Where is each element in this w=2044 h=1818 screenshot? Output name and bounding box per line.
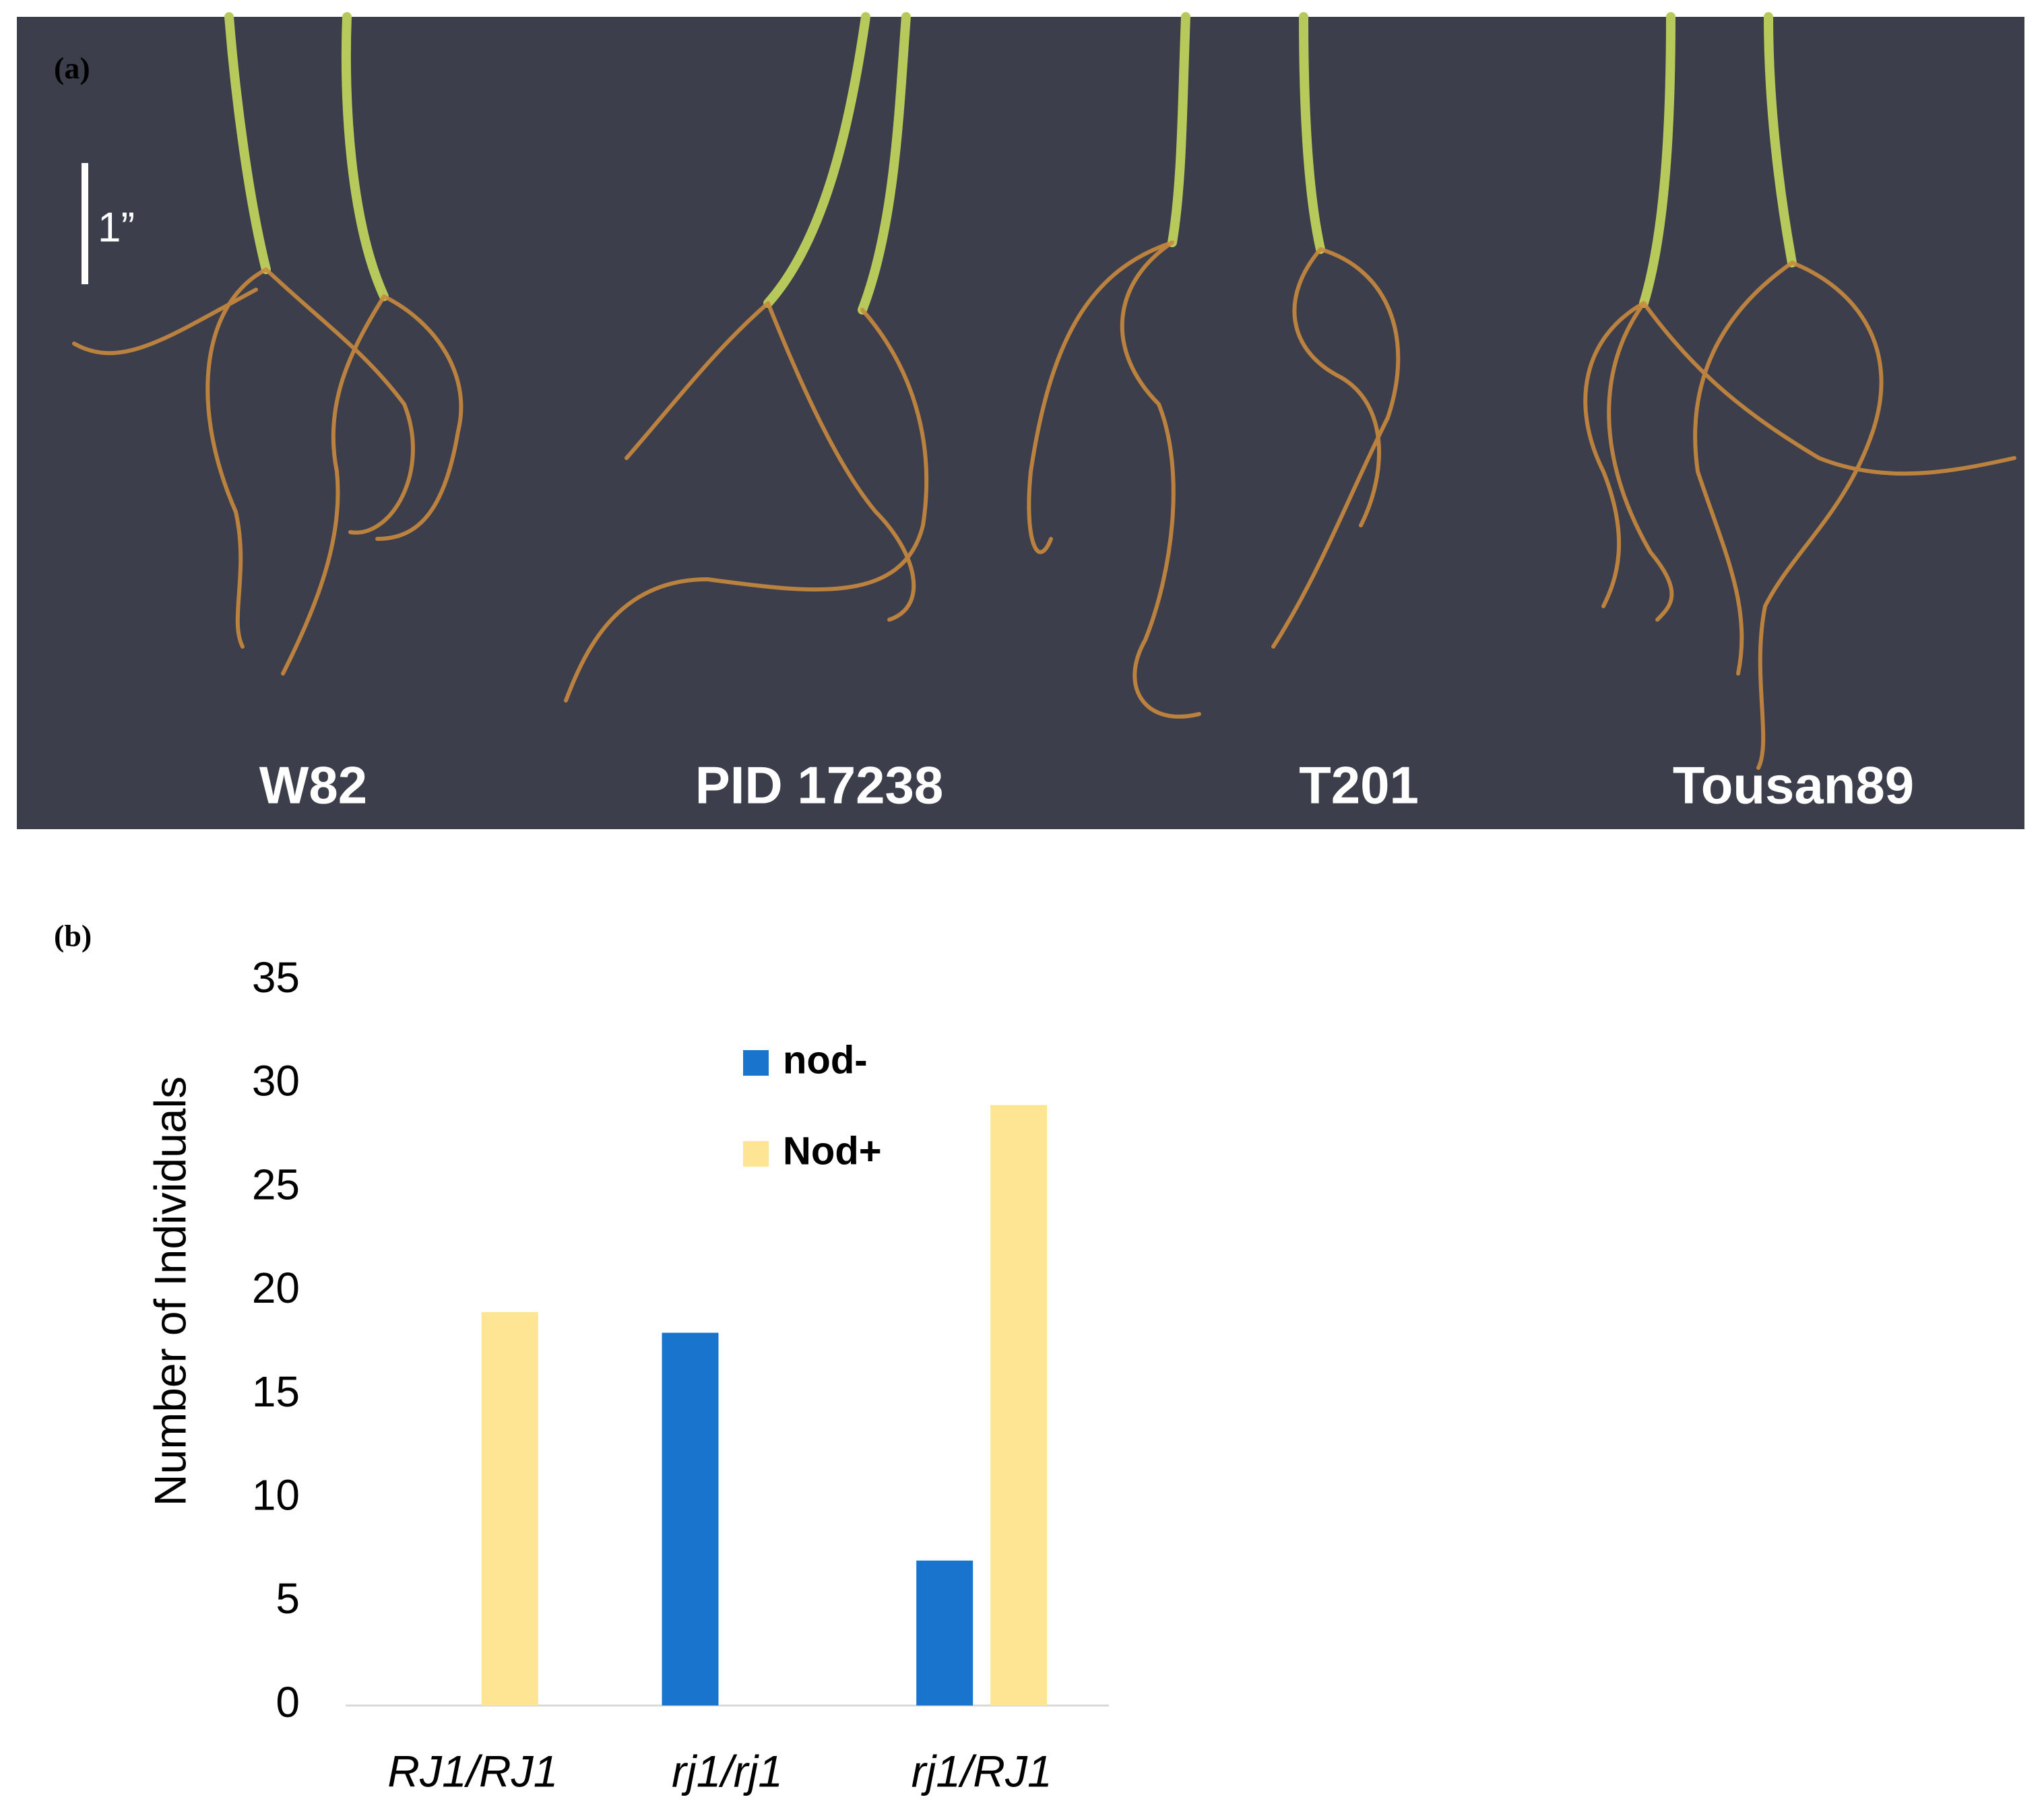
y-tick-label: 30	[252, 1057, 300, 1105]
bar	[916, 1560, 973, 1706]
bar	[481, 1311, 538, 1706]
x-tick-label: rj1/rj1	[672, 1746, 783, 1796]
y-tick-label: 35	[252, 953, 300, 1002]
panel-label: (a)	[54, 51, 90, 86]
y-axis-title: Number of Individuals	[145, 1076, 195, 1506]
root-photo	[17, 12, 2024, 829]
sample-labels: W82 PID 17238 T201 Tousan89	[259, 756, 1914, 815]
y-tick-label: 5	[276, 1574, 300, 1623]
photo-background	[17, 17, 2024, 829]
legend-label: Nod+	[783, 1129, 882, 1173]
legend-swatch	[743, 1141, 769, 1167]
panel-label: (b)	[54, 919, 92, 953]
sample-label: Tousan89	[1673, 756, 1914, 815]
y-tick-label: 25	[252, 1160, 300, 1208]
legend-swatch	[743, 1050, 769, 1076]
bar	[990, 1105, 1048, 1706]
x-tick-label: RJ1/RJ1	[387, 1746, 558, 1796]
sample-label: T201	[1299, 756, 1419, 815]
y-tick-label: 15	[252, 1367, 300, 1416]
bar-chart: 0 5 10 15 20 25 30 35 RJ1/RJ1 rj1/rj1 rj1/RJ1 nod- N…	[252, 953, 1109, 1796]
y-tick-label: 10	[252, 1470, 300, 1519]
scale-label: 1”	[98, 204, 135, 251]
sample-label: PID 17238	[695, 756, 944, 815]
bar	[662, 1332, 719, 1706]
x-tick-label: rj1/RJ1	[912, 1746, 1052, 1796]
sample-label: W82	[259, 756, 367, 815]
y-tick-label: 0	[276, 1678, 300, 1726]
legend-label: nod-	[783, 1038, 868, 1082]
y-tick-label: 20	[252, 1264, 300, 1312]
plants	[72, 12, 2016, 770]
